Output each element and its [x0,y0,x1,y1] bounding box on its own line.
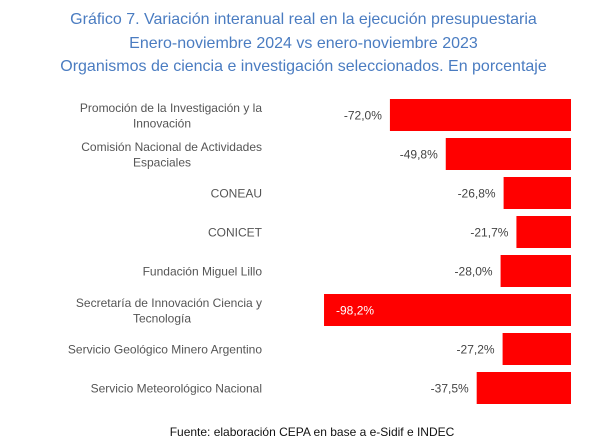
category-label: Promoción de la Investigación y la [80,101,262,115]
category-label: Servicio Geológico Minero Argentino [68,343,262,357]
chart-title-line-3: Organismos de ciencia e investigación se… [60,58,547,75]
data-label: -27,2% [457,343,495,357]
chart-title: Gráfico 7. Variación interanual real en … [0,8,607,79]
category-label: Fundación Miguel Lillo [143,265,263,279]
data-label: -49,8% [400,148,438,162]
data-label: -37,5% [431,382,469,396]
bar [516,216,571,248]
category-label: CONICET [208,226,263,240]
data-label: -21,7% [470,226,508,240]
category-label: Innovación [133,116,191,130]
bar [503,177,571,209]
data-label: -26,8% [458,187,496,201]
bar [324,294,571,326]
category-label: Espaciales [133,155,191,169]
chart-title-line-1: Gráfico 7. Variación interanual real en … [70,11,537,28]
category-label: Servicio Meteorológico Nacional [91,382,262,396]
bar [389,99,571,131]
chart-title-line-2: Enero-noviembre 2024 vs enero-noviembre … [129,34,478,52]
bar [445,138,571,170]
category-label: Secretaría de Innovación Ciencia y [76,296,262,310]
chart-source: Fuente: elaboración CEPA en base a e-Sid… [169,425,455,439]
bar [476,372,571,404]
data-label: -72,0% [344,109,382,123]
category-label: Comisión Nacional de Actividades [81,140,262,154]
bar [502,333,571,365]
bar [500,255,571,287]
category-label: CONEAU [211,187,262,201]
category-label: Tecnología [133,311,191,325]
data-label: -28,0% [455,265,493,279]
data-label: -98,2% [336,304,374,318]
